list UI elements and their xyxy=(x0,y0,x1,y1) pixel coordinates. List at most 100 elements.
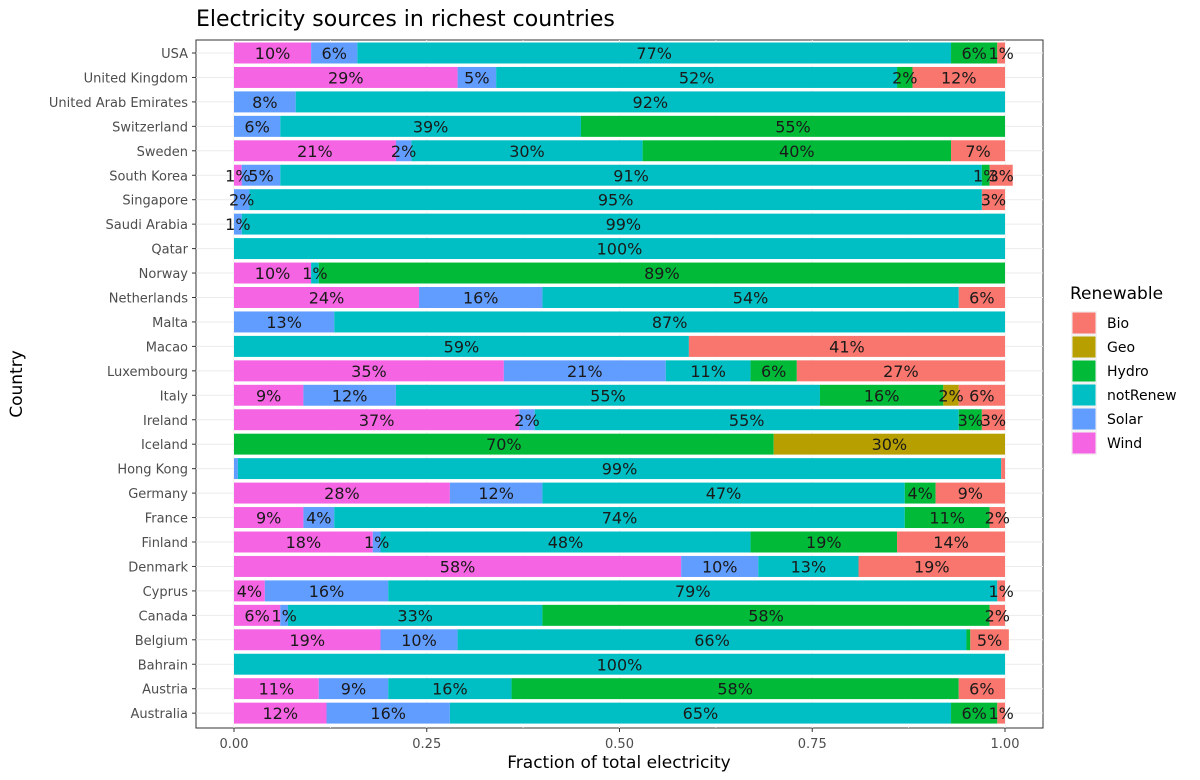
segment-label: 12% xyxy=(332,386,368,405)
segment-label: 37% xyxy=(359,411,395,430)
legend-swatch-solar xyxy=(1072,408,1096,430)
bar-italy: 9% 12% 55% 16% 2% 6% xyxy=(234,384,1005,409)
bar-segment-hydro xyxy=(897,66,913,88)
bar-segment-solar xyxy=(234,213,242,235)
bar-segment-solar xyxy=(372,531,381,553)
segment-label: 16% xyxy=(463,289,499,308)
bar-segment-wind xyxy=(234,140,396,162)
bar-segment-wind xyxy=(234,604,281,626)
segment-label: 4% xyxy=(237,582,262,601)
legend-swatch-notrenew xyxy=(1072,384,1096,406)
segment-label: 9% xyxy=(256,509,281,528)
bar-segment-solar xyxy=(419,287,543,308)
segment-label: 9% xyxy=(958,484,983,503)
bar-segment-notrenew xyxy=(542,287,959,308)
segment-label: 1% xyxy=(988,582,1013,601)
bar-segment-solar xyxy=(380,629,458,651)
bar-segment-hydro xyxy=(958,409,982,431)
bar-segment-hydro xyxy=(542,604,990,626)
segment-label: 6% xyxy=(761,362,786,381)
y-tick-label: Hong Kong xyxy=(117,463,188,478)
bar-segment-notrenew xyxy=(334,507,905,529)
legend-title: Renewable xyxy=(1070,284,1163,304)
x-axis-title: Fraction of total electricity xyxy=(507,753,731,773)
bar-segment-hydro xyxy=(511,678,959,700)
legend: Renewable Bio Geo Hydro notRenew Solar Wind xyxy=(1070,284,1177,455)
segment-label: 55% xyxy=(729,411,765,430)
bar-canada: 6% 1% 33% 58% 2% xyxy=(234,604,1010,629)
segment-label: 13% xyxy=(791,557,827,576)
segment-label: 1% xyxy=(988,44,1013,63)
bar-segment-bio xyxy=(997,580,1005,602)
bar-segment-solar xyxy=(449,482,543,504)
x-tick-label: 0.25 xyxy=(412,737,441,752)
y-tick-label: Luxembourg xyxy=(107,365,188,380)
segment-label: 58% xyxy=(748,606,784,625)
bar-macao: 59% 41% xyxy=(234,335,1005,360)
bar-saudi-arabia: 1% 99% xyxy=(225,213,1005,237)
bar-segment-notrenew xyxy=(380,531,751,553)
segment-label: 54% xyxy=(733,289,769,308)
y-tick-label: Saudi Arabia xyxy=(106,218,189,233)
segment-label: 2% xyxy=(514,411,539,430)
bar-segment-bio xyxy=(970,629,1009,651)
bar-segment-notrenew xyxy=(234,335,689,357)
segment-label: 41% xyxy=(829,337,865,356)
bar-segment-wind xyxy=(234,384,304,406)
segment-label: 66% xyxy=(694,631,730,650)
segment-label: 16% xyxy=(309,582,345,601)
x-tick-label: 0.50 xyxy=(605,737,634,752)
segment-label: 77% xyxy=(636,44,672,63)
segment-label: 92% xyxy=(633,93,669,112)
bar-segment-hydro xyxy=(750,531,898,553)
bar-segment-bio xyxy=(958,287,1005,308)
bar-united-arab-emirates: 8% 92% xyxy=(234,91,1005,115)
bar-segment-bio xyxy=(958,678,1005,700)
segment-label: 79% xyxy=(675,582,711,601)
bar-segment-bio xyxy=(997,42,1005,64)
segment-label: 19% xyxy=(289,631,325,650)
segment-label: 12% xyxy=(478,484,514,503)
bar-segment-bio xyxy=(951,140,1005,162)
bar-segment-solar xyxy=(681,555,759,577)
x-tick-label: 0.00 xyxy=(220,737,249,752)
bar-hong-kong: 99% xyxy=(234,458,1005,482)
segment-label: 6% xyxy=(244,606,269,625)
segment-label: 3% xyxy=(958,411,983,430)
y-tick-label: Sweden xyxy=(137,145,188,160)
segment-label: 1% xyxy=(225,215,250,234)
y-tick-label: Bahrain xyxy=(138,658,188,673)
bar-segment-wind xyxy=(234,629,381,651)
legend-label-wind: Wind xyxy=(1107,436,1142,452)
legend-swatch-hydro xyxy=(1072,360,1096,382)
bar-segment-notrenew xyxy=(357,42,952,64)
bar-malta: 13% 87% xyxy=(234,311,1006,335)
segment-label: 6% xyxy=(969,386,994,405)
bar-segment-hydro xyxy=(981,164,990,186)
y-tick-label: USA xyxy=(161,47,188,62)
bar-segment-solar xyxy=(457,66,497,88)
segment-label: 58% xyxy=(717,680,753,699)
segment-label: 19% xyxy=(806,533,842,552)
bar-segment-notrenew xyxy=(249,189,982,211)
bar-segment-solar xyxy=(318,678,389,700)
bar-netherlands: 24% 16% 54% 6% xyxy=(234,287,1005,311)
segment-label: 1% xyxy=(364,533,389,552)
bar-segment-bio xyxy=(989,164,1013,186)
segment-label: 5% xyxy=(977,631,1002,650)
bar-segment-hydro xyxy=(750,360,797,382)
segment-label: 58% xyxy=(440,557,476,576)
segment-label: 5% xyxy=(464,68,489,87)
bar-segment-hydro xyxy=(966,629,971,651)
bar-segment-hydro xyxy=(904,482,936,504)
segment-label: 47% xyxy=(706,484,742,503)
bar-segment-bio xyxy=(935,482,1005,504)
bar-bahrain: 100% xyxy=(234,653,1005,678)
bar-segment-hydro xyxy=(580,115,1005,137)
bar-iceland: 70% 30% xyxy=(234,433,1005,457)
legend-label-hydro: Hydro xyxy=(1107,364,1149,380)
legend-swatch-geo xyxy=(1072,336,1096,358)
y-tick-label: Italy xyxy=(160,389,189,404)
segment-label: 59% xyxy=(444,337,480,356)
bar-segment-hydro xyxy=(318,262,1005,284)
